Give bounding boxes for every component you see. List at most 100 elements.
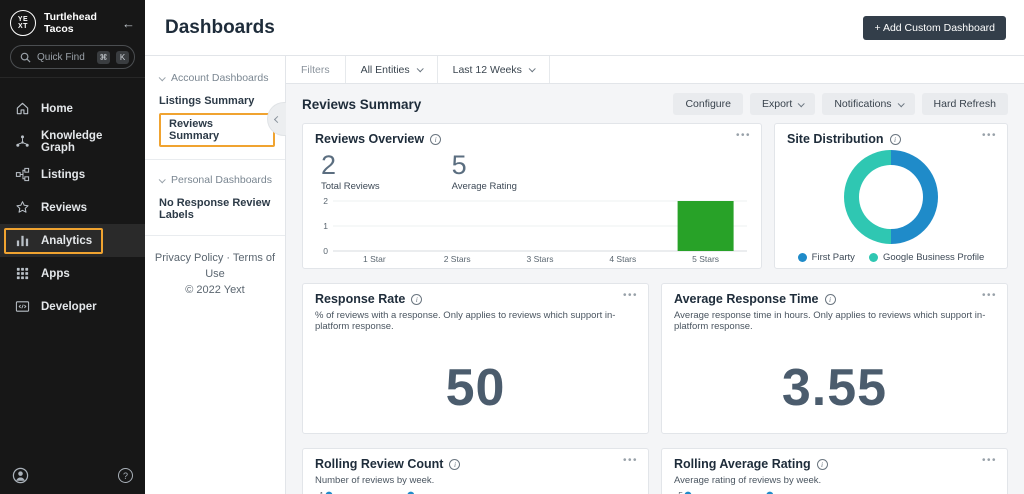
sidebar-item-label: Analytics	[41, 234, 93, 247]
legend-google-business-profile: Google Business Profile	[868, 252, 984, 263]
chevron-left-icon	[273, 115, 281, 123]
configure-button[interactable]: Configure	[673, 93, 743, 115]
nav-item-no-response-review-labels[interactable]: No Response Review Labels	[159, 197, 271, 221]
card-title: Rolling Review Count	[315, 457, 444, 471]
card-title: Reviews Overview	[315, 132, 425, 146]
svg-text:4 Stars: 4 Stars	[609, 254, 636, 264]
star-icon	[14, 200, 30, 216]
date-range-filter-dropdown[interactable]: Last 12 Weeks	[438, 56, 550, 83]
sidebar-item-knowledge-graph[interactable]: Knowledge Graph	[0, 125, 145, 158]
svg-text:2 Stars: 2 Stars	[444, 254, 471, 264]
response-rate-value: 50	[445, 359, 506, 417]
help-icon[interactable]: ?	[118, 468, 133, 483]
search-icon	[20, 52, 31, 63]
nav-item-reviews-summary[interactable]: Reviews Summary	[159, 113, 275, 147]
home-icon	[14, 101, 30, 117]
info-icon[interactable]: i	[889, 133, 901, 145]
primary-nav: Home Knowledge Graph Listings Reviews An…	[0, 92, 145, 457]
card-rolling-average-rating: Rolling Average Rating i ••• Average rat…	[661, 448, 1008, 494]
sidebar-item-label: Listings	[41, 168, 86, 181]
sidebar-item-home[interactable]: Home	[0, 92, 145, 125]
chevron-down-icon	[897, 99, 905, 107]
stat-average-rating: 5 Average Rating	[452, 150, 517, 192]
dashboard-toolbar: Reviews Summary Configure Export Notific…	[302, 93, 1008, 115]
knowledge-graph-icon	[14, 134, 30, 150]
sidebar-footer: ?	[0, 457, 145, 494]
quick-find-search[interactable]: ⌘ K	[10, 45, 135, 69]
site-distribution-donut-chart	[844, 150, 938, 244]
page-header: Dashboards + Add Custom Dashboard	[145, 0, 1024, 56]
sidebar-item-reviews[interactable]: Reviews	[0, 191, 145, 224]
account-name: Turtlehead Tacos	[44, 11, 97, 35]
card-title: Site Distribution	[787, 132, 884, 146]
legal-footer: Privacy Policy · Terms of Use © 2022 Yex…	[145, 246, 285, 302]
card-menu-button[interactable]: •••	[735, 130, 751, 141]
star-rating-bar-chart: 0 1 2 1 Star 2 Stars 3 Stars 4 Stars 5 Stars	[323, 196, 747, 264]
sidebar-item-apps[interactable]: Apps	[0, 257, 145, 290]
card-menu-button[interactable]: •••	[622, 290, 638, 301]
sidebar-item-label: Reviews	[41, 201, 88, 214]
info-icon[interactable]: i	[816, 458, 828, 470]
entities-filter-dropdown[interactable]: All Entities	[346, 56, 438, 83]
chevron-down-icon	[158, 73, 166, 81]
info-icon[interactable]: i	[411, 293, 423, 305]
card-reviews-overview: Reviews Overview i ••• 2 Total Reviews 5…	[302, 123, 762, 269]
svg-text:1: 1	[323, 221, 328, 231]
svg-text:0: 0	[323, 246, 328, 256]
svg-text:1: 1	[319, 490, 324, 494]
card-subtitle: % of reviews with a response. Only appli…	[315, 310, 616, 332]
chevron-down-icon	[416, 65, 424, 73]
svg-text:5 Stars: 5 Stars	[692, 254, 719, 264]
collapse-sidebar-icon[interactable]: ←	[122, 15, 135, 31]
search-input[interactable]	[37, 51, 91, 63]
card-subtitle: Average rating of reviews by week.	[674, 475, 822, 486]
filters-label: Filters	[286, 56, 346, 83]
privacy-terms-links[interactable]: Privacy Policy · Terms of Use	[154, 252, 276, 280]
sidebar-item-developer[interactable]: Developer	[0, 290, 145, 323]
hard-refresh-button[interactable]: Hard Refresh	[921, 93, 1008, 115]
legend-dot	[868, 253, 878, 262]
sidebar-item-analytics[interactable]: Analytics	[0, 224, 145, 257]
section-personal-dashboards[interactable]: Personal Dashboards	[145, 170, 285, 193]
chevron-down-icon	[158, 175, 166, 183]
page-title: Dashboards	[165, 16, 275, 38]
card-site-distribution: Site Distribution i ••• First Party	[774, 123, 1008, 269]
section-account-dashboards[interactable]: Account Dashboards	[145, 68, 285, 91]
legend-first-party: First Party	[797, 252, 855, 263]
sidebar-item-listings[interactable]: Listings	[0, 158, 145, 191]
add-custom-dashboard-button[interactable]: + Add Custom Dashboard	[863, 15, 1006, 40]
info-icon[interactable]: i	[430, 133, 442, 145]
card-menu-button[interactable]: •••	[981, 455, 997, 466]
section-label: Account Dashboards	[171, 72, 269, 84]
main-content: Filters All Entities Last 12 Weeks Revie…	[286, 56, 1024, 494]
copyright: © 2022 Yext	[185, 284, 245, 296]
chevron-down-icon	[528, 65, 536, 73]
export-button[interactable]: Export	[749, 93, 816, 115]
svg-text:3 Stars: 3 Stars	[527, 254, 554, 264]
info-icon[interactable]: i	[449, 458, 461, 470]
card-menu-button[interactable]: •••	[981, 290, 997, 301]
card-title: Response Rate	[315, 292, 406, 306]
primary-sidebar: YE XT Turtlehead Tacos ← ⌘ K Home Knowle…	[0, 0, 145, 494]
dashboards-nav-panel: Account Dashboards Listings Summary Revi…	[145, 56, 286, 494]
card-title: Rolling Average Rating	[674, 457, 811, 471]
sidebar-item-label: Knowledge Graph	[41, 129, 103, 154]
divider	[145, 235, 285, 236]
notifications-button[interactable]: Notifications	[822, 93, 915, 115]
cmd-keycap: ⌘	[97, 50, 110, 64]
apps-grid-icon	[14, 266, 30, 282]
user-account-icon[interactable]	[12, 467, 29, 484]
sidebar-header: YE XT Turtlehead Tacos ← ⌘ K	[0, 0, 145, 78]
section-label: Personal Dashboards	[171, 174, 272, 186]
info-icon[interactable]: i	[824, 293, 836, 305]
card-menu-button[interactable]: •••	[622, 455, 638, 466]
nav-item-listings-summary[interactable]: Listings Summary	[159, 95, 255, 107]
sidebar-item-label: Developer	[41, 300, 97, 313]
stat-value: 2	[321, 150, 337, 180]
card-menu-button[interactable]: •••	[981, 130, 997, 141]
stat-label: Average Rating	[451, 181, 517, 192]
logo-text: YE	[17, 16, 29, 23]
stats-row: 2 Total Reviews 5 Average Rating	[321, 150, 749, 192]
chevron-down-icon	[798, 99, 806, 107]
